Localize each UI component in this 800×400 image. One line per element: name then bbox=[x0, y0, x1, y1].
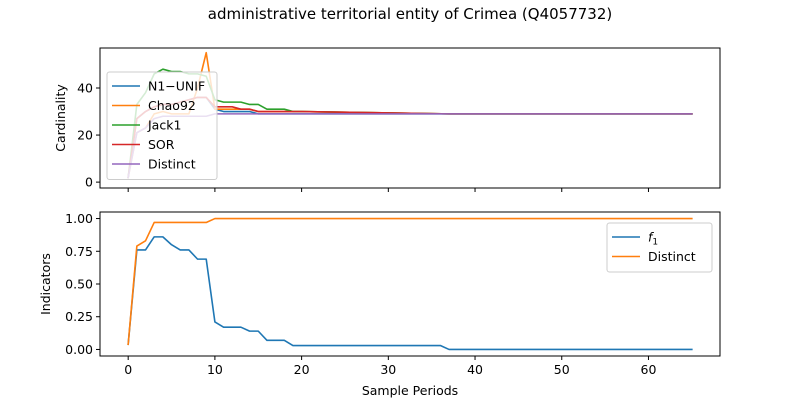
legend-label: N1−UNIF bbox=[148, 79, 205, 94]
series-line-2-1 bbox=[127, 236, 693, 351]
y-tick-label: 1.00 bbox=[65, 211, 93, 226]
y-axis-label: Cardinality bbox=[53, 84, 68, 152]
series-line-1-3 bbox=[127, 68, 693, 179]
y-tick-label: 20 bbox=[77, 128, 93, 143]
y-axis-label: Indicators bbox=[38, 253, 53, 315]
series-line-2-2 bbox=[127, 217, 693, 346]
x-tick-label: 0 bbox=[124, 362, 132, 377]
legend: N1−UNIF Chao92 Jack1 SOR Distinct bbox=[106, 71, 218, 180]
y-tick-label: 40 bbox=[77, 81, 93, 96]
legend-frame bbox=[106, 71, 218, 180]
x-tick-label: 40 bbox=[467, 362, 483, 377]
y-tick-label: 0 bbox=[85, 175, 93, 190]
legend-label: f1 bbox=[648, 230, 658, 248]
plot-layer: 0 20 40 Cardinality N1−UNIF Chao92 Jack1 SOR Dis… bbox=[38, 47, 721, 398]
legend-label: Chao92 bbox=[148, 98, 196, 113]
x-tick-label: 20 bbox=[294, 362, 310, 377]
x-tick-label: 50 bbox=[554, 362, 570, 377]
y-tick-label: 0.75 bbox=[65, 244, 93, 259]
legend-label: Distinct bbox=[648, 249, 696, 264]
x-tick-label: 30 bbox=[380, 362, 396, 377]
subplot-2: 0 10 20 30 40 50 60 0.00 0.25 0.50 0.75 1.00 Indicat… bbox=[38, 211, 721, 398]
x-tick-label: 60 bbox=[641, 362, 657, 377]
x-tick-label: 10 bbox=[207, 362, 223, 377]
subplot-1: 0 20 40 Cardinality N1−UNIF Chao92 Jack1 SOR Dis… bbox=[53, 47, 721, 192]
x-axis-label: Sample Periods bbox=[362, 383, 458, 398]
legend-label: Jack1 bbox=[147, 118, 181, 133]
chart-title: administrative territorial entity of Cri… bbox=[208, 5, 612, 23]
axes-frame bbox=[99, 47, 721, 189]
y-tick-label: 0.25 bbox=[65, 309, 93, 324]
legend-label: SOR bbox=[148, 137, 175, 152]
legend-frame bbox=[606, 222, 713, 273]
y-tick-label: 0.50 bbox=[65, 277, 93, 292]
legend-label: Distinct bbox=[148, 157, 196, 172]
y-tick-label: 0.00 bbox=[65, 342, 93, 357]
